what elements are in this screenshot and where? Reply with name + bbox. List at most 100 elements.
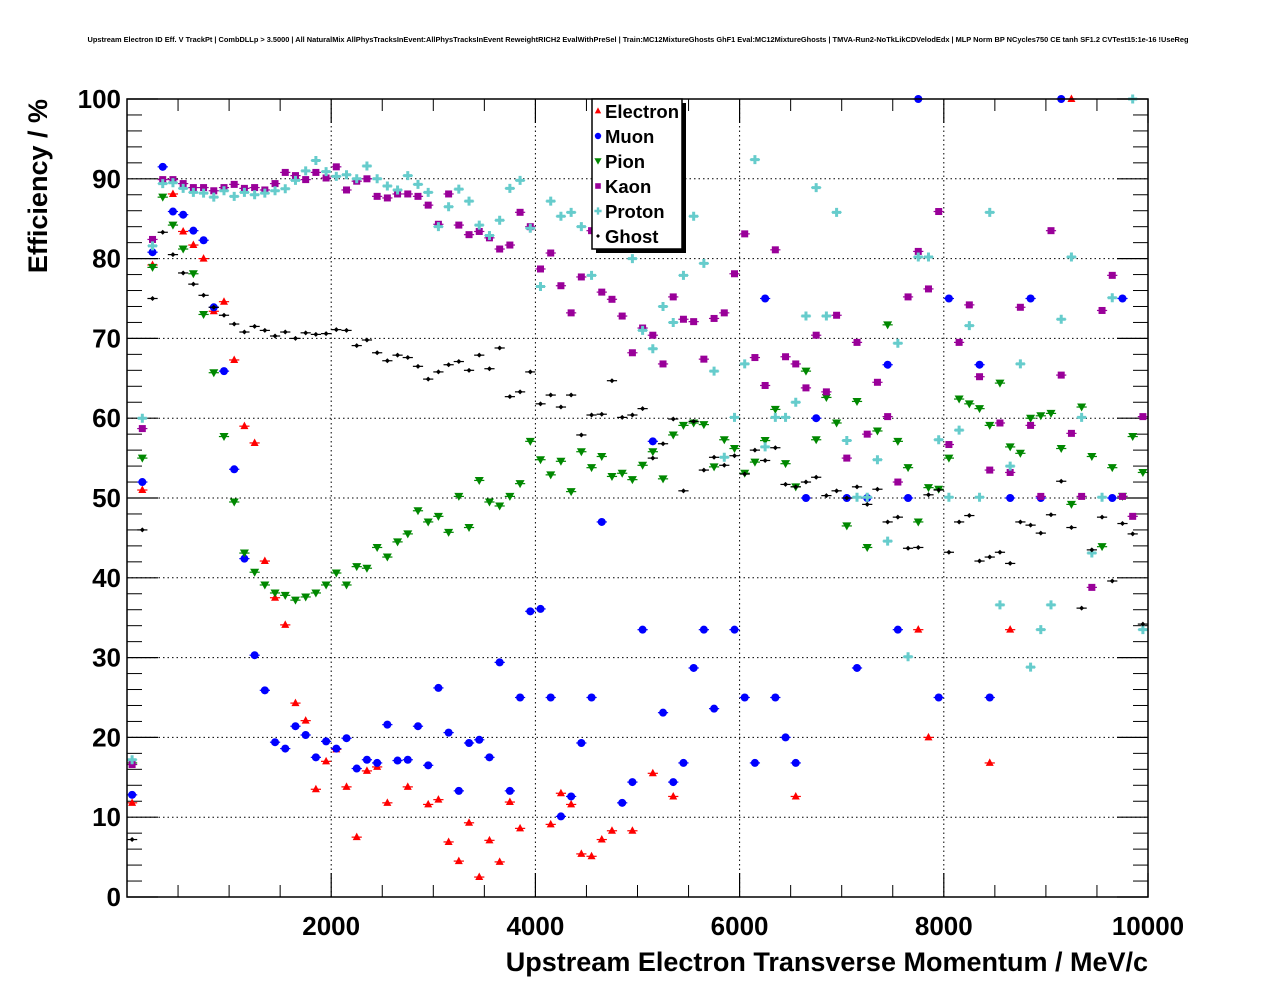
kaon-marker xyxy=(322,174,330,182)
ghost-point xyxy=(698,467,709,473)
proton-marker xyxy=(127,755,137,765)
ghost-point xyxy=(433,369,444,375)
muon-marker xyxy=(230,465,239,474)
kaon-marker xyxy=(383,194,391,202)
muon-marker xyxy=(526,607,535,616)
proton-marker xyxy=(199,188,209,198)
kaon-point xyxy=(494,245,505,253)
pion-marker xyxy=(668,431,678,440)
proton-marker xyxy=(740,359,750,369)
pion-marker xyxy=(403,530,413,539)
ghost-point xyxy=(994,549,1006,555)
kaon-marker xyxy=(628,349,636,357)
kaon-point xyxy=(841,454,852,462)
pion-point xyxy=(698,421,709,430)
kaon-marker xyxy=(363,175,371,183)
muon-point xyxy=(198,236,209,245)
electron-marker xyxy=(567,799,576,808)
pion-marker xyxy=(852,397,862,406)
kaon-point xyxy=(1117,492,1128,500)
proton-marker xyxy=(975,492,985,502)
ghost-point xyxy=(678,488,689,494)
ghost-point xyxy=(984,554,995,560)
kaon-marker xyxy=(149,235,157,243)
proton-marker xyxy=(811,183,821,193)
kaon-marker xyxy=(1057,371,1065,379)
proton-point xyxy=(708,366,720,376)
pion-point xyxy=(862,543,873,552)
y-tick-label: 0 xyxy=(107,882,121,912)
kaon-marker xyxy=(751,354,759,362)
pion-point xyxy=(525,437,536,446)
muon-marker xyxy=(362,755,371,764)
ghost-marker xyxy=(578,432,584,438)
kaon-point xyxy=(1086,583,1097,591)
muon-point xyxy=(708,704,720,713)
kaon-point xyxy=(1035,492,1046,500)
ghost-point xyxy=(157,229,168,235)
proton-point xyxy=(994,600,1006,610)
proton-marker xyxy=(536,282,546,292)
pion-point xyxy=(800,367,812,376)
proton-marker xyxy=(576,222,586,232)
ghost-point xyxy=(586,412,597,418)
ghost-marker xyxy=(241,329,247,335)
ghost-point xyxy=(923,492,934,498)
kaon-point xyxy=(647,331,658,339)
pion-point xyxy=(566,488,577,497)
kaon-point xyxy=(872,378,883,386)
pion-point xyxy=(760,437,771,446)
ghost-marker xyxy=(150,296,156,301)
x-tick-label: 6000 xyxy=(711,911,769,941)
kaon-marker xyxy=(291,172,299,180)
kaon-point xyxy=(249,184,260,192)
ghost-point xyxy=(688,418,699,424)
kaon-point xyxy=(443,190,454,198)
proton-marker xyxy=(648,344,658,354)
muon-point xyxy=(494,658,505,667)
pion-marker xyxy=(250,568,260,577)
ghost-marker xyxy=(956,519,962,525)
ghost-point xyxy=(127,837,138,843)
proton-marker xyxy=(148,241,158,251)
pion-marker xyxy=(331,569,341,578)
ghost-point xyxy=(1035,530,1046,536)
pion-point xyxy=(586,464,597,473)
y-tick-label: 20 xyxy=(92,722,121,752)
proton-point xyxy=(586,270,597,280)
x-tick-label: 10000 xyxy=(1112,911,1184,941)
kaon-marker xyxy=(741,230,749,238)
ghost-marker xyxy=(1099,514,1105,520)
electron-marker xyxy=(669,791,678,800)
pion-marker xyxy=(964,400,974,409)
muon-marker xyxy=(291,722,300,731)
kaon-marker xyxy=(720,309,728,317)
muon-point xyxy=(239,554,250,563)
electron-point xyxy=(433,795,444,803)
muon-point xyxy=(259,686,270,695)
muon-point xyxy=(627,778,638,787)
proton-marker xyxy=(668,317,678,327)
pion-point xyxy=(637,461,648,470)
pion-marker xyxy=(1015,449,1025,458)
ghost-marker xyxy=(731,453,737,459)
electron-marker xyxy=(189,240,198,249)
kaon-point xyxy=(545,249,556,257)
kaon-marker xyxy=(884,413,892,421)
electron-point xyxy=(229,355,240,363)
proton-marker xyxy=(719,452,729,462)
muon-marker xyxy=(383,720,392,729)
ghost-point xyxy=(514,389,526,395)
pion-marker xyxy=(311,589,321,598)
kaon-point xyxy=(913,247,924,255)
muon-marker xyxy=(148,248,157,257)
x-tick-label: 8000 xyxy=(915,911,973,941)
ghost-marker xyxy=(160,229,166,235)
kaon-marker xyxy=(690,318,698,326)
muon-point xyxy=(688,663,699,672)
proton-marker xyxy=(219,186,229,196)
muon-marker xyxy=(373,758,382,767)
muon-marker xyxy=(485,753,494,762)
pion-point xyxy=(545,471,556,480)
proton-marker xyxy=(331,171,341,181)
